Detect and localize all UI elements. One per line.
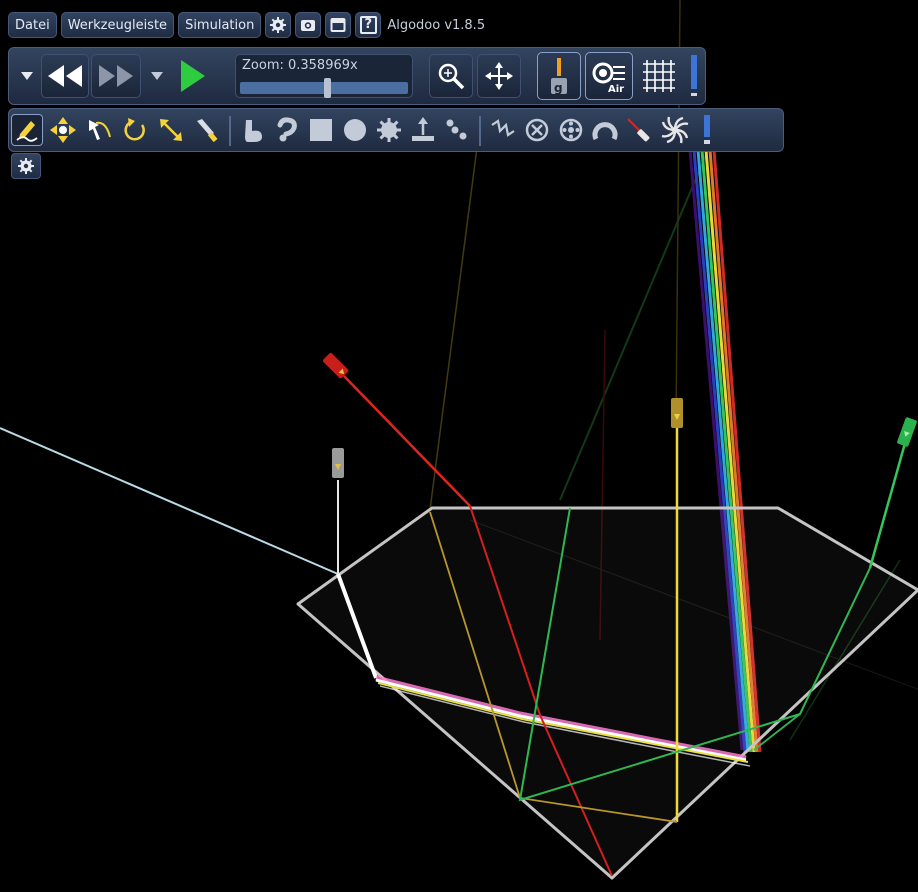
- background-rays: [429, 0, 918, 741]
- toolbar-separator: [479, 116, 481, 146]
- undo-button[interactable]: [41, 54, 89, 98]
- gravity-toggle[interactable]: g: [537, 52, 581, 100]
- white-laser-beam: [0, 427, 751, 767]
- rotate-icon: [124, 118, 145, 141]
- pan-button[interactable]: [477, 54, 521, 98]
- redo-button[interactable]: [91, 54, 141, 98]
- tool-bar: [8, 108, 784, 152]
- box-tool[interactable]: [305, 114, 337, 146]
- window-button[interactable]: [325, 12, 352, 38]
- sketch-tool[interactable]: [11, 114, 43, 146]
- chain-tool[interactable]: [271, 114, 303, 146]
- zoom-slider-thumb[interactable]: [324, 78, 331, 98]
- scale-tool[interactable]: [155, 114, 187, 146]
- brush-tool[interactable]: [237, 114, 269, 146]
- cursor-drag-icon: [89, 120, 111, 140]
- tracer-tool[interactable]: [589, 114, 621, 146]
- fast-forward-icon: [99, 65, 133, 87]
- plane-icon: [412, 117, 434, 141]
- camera-icon: [301, 20, 316, 31]
- tool-options-button[interactable]: [11, 153, 41, 179]
- spectrum-beam: [688, 149, 762, 753]
- laser-pen-yellow[interactable]: [671, 398, 683, 428]
- circle-tool[interactable]: [339, 114, 371, 146]
- gear-icon: [18, 158, 34, 174]
- redo-menu-dropdown[interactable]: [145, 62, 169, 90]
- toolbar-handle-icon: [704, 115, 710, 144]
- pencil-icon: [16, 121, 38, 142]
- laser-pen-icon: [627, 118, 650, 142]
- fixate-icon: [525, 118, 549, 142]
- grid-toggle[interactable]: [637, 54, 681, 98]
- fixate-chain-tool[interactable]: [441, 114, 473, 146]
- air-label: Air: [608, 84, 625, 95]
- plane-tool[interactable]: [407, 114, 439, 146]
- play-icon: [181, 60, 205, 92]
- zoom-control: Zoom: 0.358969x: [235, 54, 413, 98]
- magnifier-icon: [438, 63, 465, 90]
- menu-werkzeugleiste[interactable]: Werkzeugleiste: [60, 12, 175, 38]
- air-friction-toggle[interactable]: Air: [585, 52, 633, 100]
- laser-pen-red[interactable]: [322, 352, 349, 379]
- chain-links-icon: [446, 119, 467, 140]
- gravity-label: g: [554, 81, 563, 95]
- fixate-tool[interactable]: [521, 114, 553, 146]
- circle-icon: [344, 119, 366, 141]
- spring-tool[interactable]: [487, 114, 519, 146]
- square-icon: [310, 119, 332, 141]
- settings-button[interactable]: [265, 12, 292, 38]
- spring-icon: [491, 119, 515, 137]
- chevron-down-icon: [151, 72, 163, 80]
- chain-icon: [277, 117, 297, 142]
- prism[interactable]: [296, 506, 918, 880]
- zoom-slider[interactable]: [240, 78, 408, 98]
- move-arrows-icon: [485, 62, 513, 90]
- rewind-icon: [48, 65, 82, 87]
- spiral-tool[interactable]: [659, 114, 691, 146]
- zoom-to-fit-button[interactable]: [429, 54, 473, 98]
- gravity-icon: [551, 58, 567, 94]
- undo-menu-dropdown[interactable]: [15, 62, 39, 90]
- menu-datei[interactable]: Datei: [8, 12, 57, 38]
- knife-tool[interactable]: [191, 114, 223, 146]
- cog-icon: [377, 118, 401, 142]
- axle-tool[interactable]: [555, 114, 587, 146]
- red-laser-beam: [343, 375, 613, 877]
- window-icon: [330, 18, 346, 32]
- help-button[interactable]: ?: [355, 12, 382, 38]
- tracer-icon: [592, 122, 618, 141]
- tool-bar-handle[interactable]: [695, 114, 779, 146]
- toolbar-separator: [229, 116, 231, 146]
- axle-icon: [559, 118, 583, 142]
- gear-tool[interactable]: [373, 114, 405, 146]
- screenshot-button[interactable]: [295, 12, 322, 38]
- drag-tool[interactable]: [83, 114, 115, 146]
- move-tool[interactable]: [47, 114, 79, 146]
- menu-simulation[interactable]: Simulation: [178, 12, 262, 38]
- grid-icon: [643, 60, 675, 92]
- green-laser-beam: [518, 435, 909, 802]
- brush-icon: [245, 120, 262, 142]
- chevron-down-icon: [21, 72, 33, 80]
- gear-icon: [270, 17, 287, 33]
- menu-bar: Datei Werkzeugleiste Simulation ? Algodo…: [8, 11, 485, 39]
- scale-icon: [160, 119, 182, 141]
- spiral-icon: [661, 116, 689, 144]
- laser-pen-green[interactable]: [897, 417, 918, 447]
- rotate-tool[interactable]: [119, 114, 151, 146]
- help-icon: ?: [359, 16, 377, 34]
- app-title: Algodoo v1.8.5: [387, 17, 486, 33]
- toolbar-handle-icon: [691, 55, 697, 96]
- laser-tool[interactable]: [623, 114, 655, 146]
- zoom-label: Zoom: 0.358969x: [242, 58, 358, 73]
- simulation-toolbar-handle[interactable]: [687, 54, 701, 98]
- move-icon: [50, 117, 76, 143]
- simulation-toolbar: Zoom: 0.358969x g Air: [8, 47, 706, 105]
- knife-icon: [197, 119, 218, 143]
- laser-pen-white[interactable]: [332, 448, 344, 478]
- air-icon: [592, 62, 625, 84]
- play-button[interactable]: [173, 54, 213, 98]
